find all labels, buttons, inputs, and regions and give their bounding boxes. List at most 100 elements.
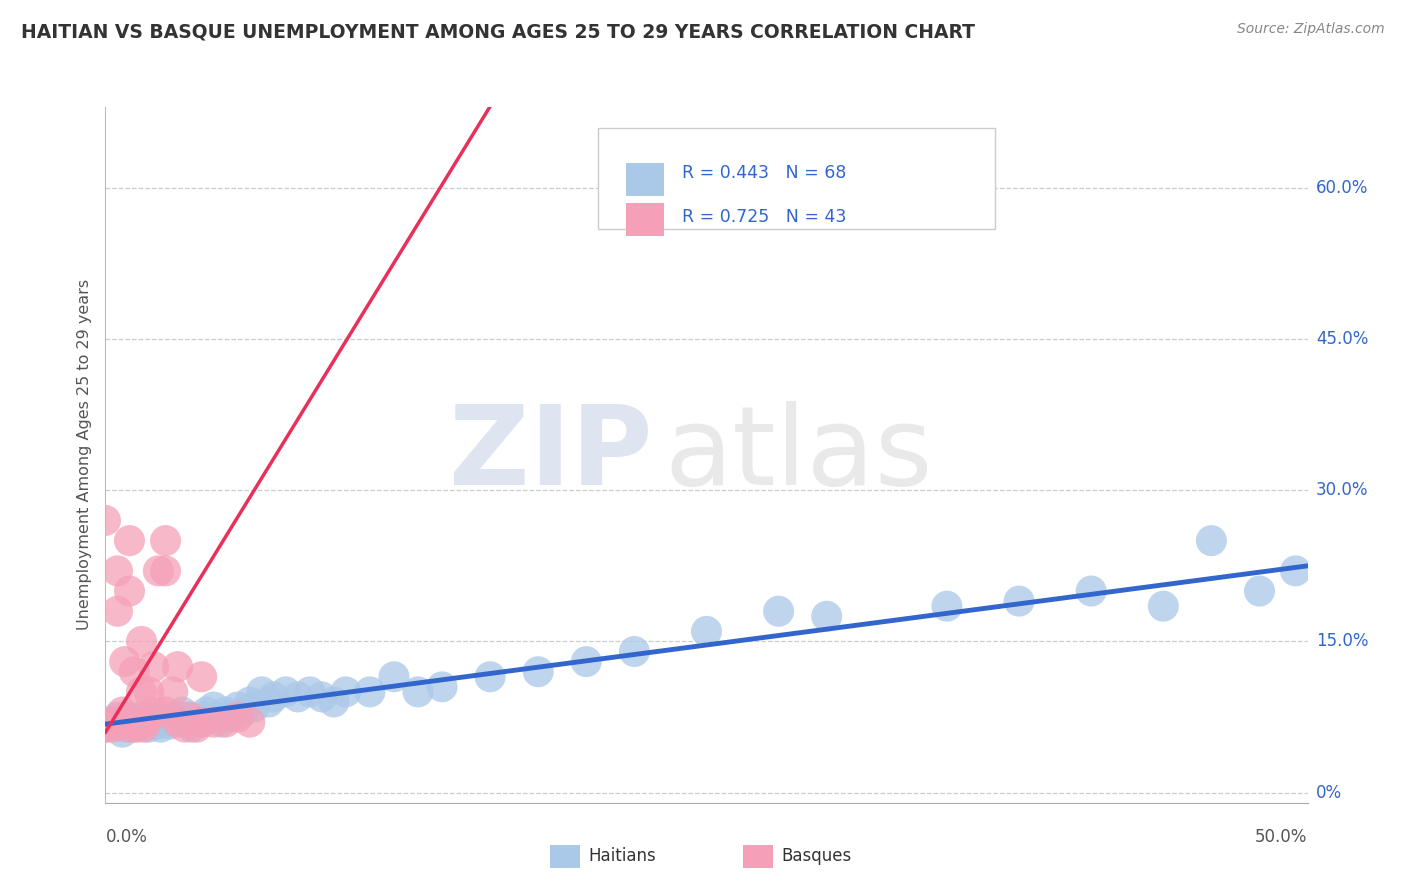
Point	[359, 685, 381, 699]
Point	[479, 670, 502, 684]
Point	[132, 720, 155, 734]
Point	[382, 670, 405, 684]
Point	[142, 705, 165, 719]
Point	[108, 715, 131, 730]
Point	[128, 715, 150, 730]
Point	[94, 720, 117, 734]
Point	[186, 720, 208, 734]
Point	[527, 665, 550, 679]
Point	[195, 705, 218, 719]
Point	[142, 713, 165, 727]
Point	[166, 659, 188, 673]
Point	[257, 695, 280, 709]
Point	[226, 700, 249, 714]
FancyBboxPatch shape	[550, 846, 581, 868]
Text: Haitians: Haitians	[589, 847, 657, 865]
Text: 0.0%: 0.0%	[105, 828, 148, 846]
Point	[101, 720, 124, 734]
Point	[155, 705, 177, 719]
Point	[287, 690, 309, 704]
Point	[219, 710, 242, 724]
Point	[181, 720, 204, 734]
Point	[138, 720, 160, 734]
Point	[94, 513, 117, 527]
Point	[125, 720, 148, 734]
FancyBboxPatch shape	[742, 846, 773, 868]
Point	[107, 564, 129, 578]
Point	[335, 685, 357, 699]
Point	[190, 670, 212, 684]
Point	[118, 584, 141, 599]
Point	[298, 685, 321, 699]
Point	[214, 715, 236, 730]
Point	[148, 717, 170, 731]
Point	[118, 710, 141, 724]
Point	[768, 604, 790, 618]
Y-axis label: Unemployment Among Ages 25 to 29 years: Unemployment Among Ages 25 to 29 years	[76, 279, 91, 631]
Point	[575, 655, 598, 669]
Point	[166, 715, 188, 730]
Point	[311, 690, 333, 704]
Text: 15.0%: 15.0%	[1316, 632, 1368, 650]
Point	[173, 715, 195, 730]
Point	[202, 700, 225, 714]
Point	[107, 604, 129, 618]
Point	[172, 705, 194, 719]
Point	[148, 564, 170, 578]
Point	[205, 710, 228, 724]
Point	[131, 715, 153, 730]
Point	[145, 710, 167, 724]
Point	[250, 685, 273, 699]
Point	[111, 705, 134, 719]
Point	[159, 717, 181, 731]
Text: 30.0%: 30.0%	[1316, 481, 1368, 500]
Point	[209, 715, 232, 730]
Point	[1080, 584, 1102, 599]
Point	[623, 644, 645, 658]
Point	[118, 533, 141, 548]
Point	[322, 695, 344, 709]
Point	[155, 715, 177, 730]
Point	[155, 533, 177, 548]
Point	[263, 690, 285, 704]
Point	[1008, 594, 1031, 608]
Point	[186, 713, 208, 727]
Point	[179, 710, 201, 724]
Point	[115, 715, 138, 730]
Text: 45.0%: 45.0%	[1316, 330, 1368, 348]
Point	[139, 715, 162, 730]
Text: 0%: 0%	[1316, 784, 1343, 802]
Point	[243, 700, 266, 714]
FancyBboxPatch shape	[626, 203, 665, 236]
Text: R = 0.725   N = 43: R = 0.725 N = 43	[682, 208, 846, 226]
Point	[125, 715, 148, 730]
Point	[98, 715, 121, 730]
Point	[190, 715, 212, 730]
Point	[115, 715, 138, 730]
Point	[131, 634, 153, 648]
Point	[104, 715, 127, 730]
Point	[193, 710, 215, 724]
Point	[162, 685, 184, 699]
Point	[239, 695, 262, 709]
Point	[239, 715, 262, 730]
Point	[131, 685, 153, 699]
Point	[114, 710, 136, 724]
Point	[124, 720, 146, 734]
Point	[190, 715, 212, 730]
Point	[231, 705, 253, 719]
Point	[936, 599, 959, 614]
Point	[94, 720, 117, 734]
Point	[1249, 584, 1271, 599]
Point	[155, 710, 177, 724]
Text: R = 0.443   N = 68: R = 0.443 N = 68	[682, 164, 846, 182]
Point	[124, 665, 146, 679]
Point	[107, 710, 129, 724]
Point	[815, 609, 838, 624]
Point	[138, 685, 160, 699]
Point	[111, 725, 134, 739]
Point	[114, 655, 136, 669]
Point	[94, 717, 117, 731]
Point	[162, 713, 184, 727]
Text: 60.0%: 60.0%	[1316, 178, 1368, 197]
